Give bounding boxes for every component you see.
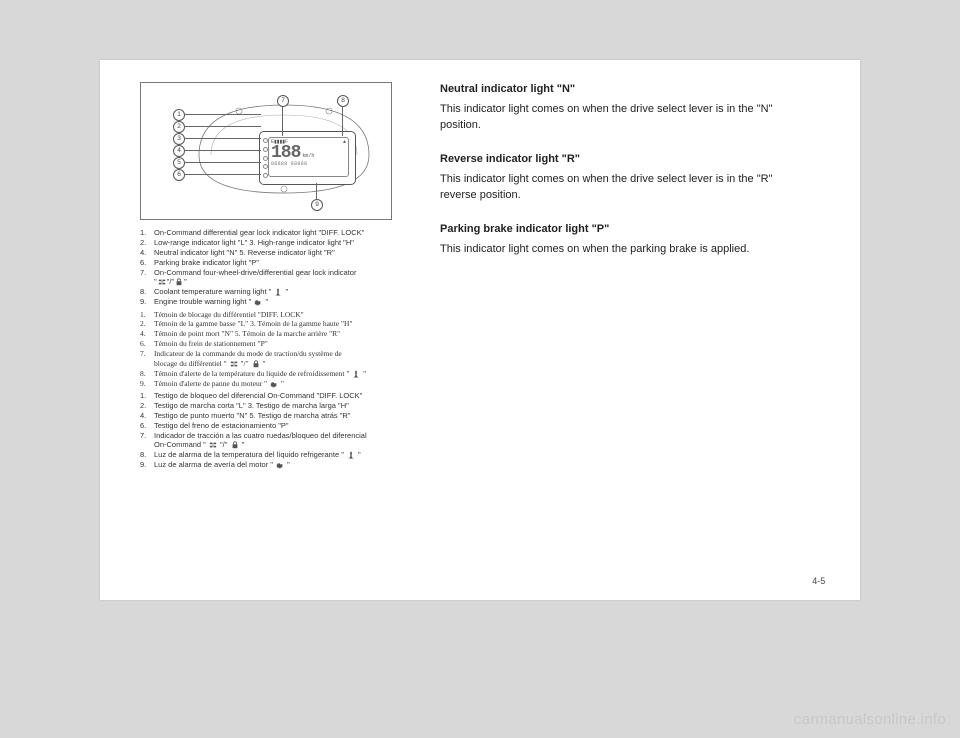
caption-row: 9.Témoin d'alerte de panne du moteur " " xyxy=(140,379,400,388)
callout-7: 7 xyxy=(277,95,289,107)
ico-4wd-icon xyxy=(158,278,166,286)
callout-9: 9 xyxy=(311,199,323,211)
caption-row: 4.Neutral indicator light "N" 5. Reverse… xyxy=(140,248,400,257)
caption-row: 9.Engine trouble warning light " " xyxy=(140,297,400,306)
caption-row: 4.Témoin de point mort "N" 5. Témoin de … xyxy=(140,329,400,338)
watermark: carmanualsonline.info xyxy=(794,711,946,728)
caption-row: 8.Témoin d'alerte de la température du l… xyxy=(140,369,400,378)
lcd-unit: km/h xyxy=(302,153,314,159)
section-title-reverse: Reverse indicator light "R" xyxy=(440,152,810,168)
ico-lock-icon xyxy=(231,441,239,449)
callout-5: 5 xyxy=(173,157,185,169)
section-body-neutral: This indicator light comes on when the d… xyxy=(440,102,810,134)
caption-row: 6.Parking brake indicator light "P" xyxy=(140,258,400,267)
caption-row: 8.Luz de alarma de la temperatura del lí… xyxy=(140,450,400,459)
section-body-reverse: This indicator light comes on when the d… xyxy=(440,172,810,204)
ico-4wd-icon xyxy=(209,441,217,449)
callout-6: 6 xyxy=(173,169,185,181)
caption-row: 8.Coolant temperature warning light " " xyxy=(140,287,400,296)
left-column: E▮▮▮▮F ▲ 188 km/h 88888 88888 1 2 3 4 5 … xyxy=(100,60,420,600)
caption-row: On-Command " "/" " xyxy=(140,440,400,449)
ico-temp-icon xyxy=(274,288,282,296)
indicator-diagram: E▮▮▮▮F ▲ 188 km/h 88888 88888 1 2 3 4 5 … xyxy=(140,82,392,220)
lcd-speed: 188 xyxy=(271,145,300,161)
caption-row: 7.Indicador de tracción a las cuatro rue… xyxy=(140,431,400,440)
caption-row: 1.On-Command differential gear lock indi… xyxy=(140,228,400,237)
captions-english: 1.On-Command differential gear lock indi… xyxy=(140,228,400,307)
lcd-odometer: 88888 88888 xyxy=(271,161,346,167)
caption-row: 4.Testigo de punto muerto "N" 5. Testigo… xyxy=(140,411,400,420)
caption-row: 6.Testigo del freno de estacionamiento "… xyxy=(140,421,400,430)
caption-row: 9.Luz de alarma de avería del motor " " xyxy=(140,460,400,469)
page-number: 4-5 xyxy=(812,576,825,586)
section-body-parking: This indicator light comes on when the p… xyxy=(440,242,810,258)
caption-row: blocage du différentiel " "/" " xyxy=(140,359,400,368)
ico-engine-icon xyxy=(276,461,284,469)
right-column: Neutral indicator light "N" This indicat… xyxy=(420,60,860,600)
ico-lock-icon xyxy=(252,360,260,368)
captions-french: 1.Témoin de blocage du différentiel "DIF… xyxy=(140,310,400,389)
ico-lock-icon xyxy=(175,278,183,286)
captions-spanish: 1.Testigo de bloqueo del diferencial On-… xyxy=(140,391,400,470)
caption-row: 2.Testigo de marcha corta "L" 3. Testigo… xyxy=(140,401,400,410)
caption-row: 7.Indicateur de la commande du mode de t… xyxy=(140,349,400,358)
ico-engine-icon xyxy=(254,298,262,306)
callout-3: 3 xyxy=(173,133,185,145)
caption-row: 1.Témoin de blocage du différentiel "DIF… xyxy=(140,310,400,319)
section-title-parking: Parking brake indicator light "P" xyxy=(440,222,810,238)
ico-4wd-icon xyxy=(230,360,238,368)
callout-8: 8 xyxy=(337,95,349,107)
caption-row: 7.On-Command four-wheel-drive/differenti… xyxy=(140,268,400,277)
caption-row: 6.Témoin du frein de stationnement "P" xyxy=(140,339,400,348)
callout-4: 4 xyxy=(173,145,185,157)
callout-2: 2 xyxy=(173,121,185,133)
caption-row: 2.Low-range indicator light "L" 3. High-… xyxy=(140,238,400,247)
ico-engine-icon xyxy=(270,380,278,388)
caption-row: 1.Testigo de bloqueo del diferencial On-… xyxy=(140,391,400,400)
callout-1: 1 xyxy=(173,109,185,121)
manual-page: E▮▮▮▮F ▲ 188 km/h 88888 88888 1 2 3 4 5 … xyxy=(100,60,860,600)
caption-row: ""/"" xyxy=(140,277,400,286)
ico-temp-icon xyxy=(352,370,360,378)
ico-temp-icon xyxy=(347,451,355,459)
caption-row: 2.Témoin de la gamme basse "L" 3. Témoin… xyxy=(140,319,400,328)
section-title-neutral: Neutral indicator light "N" xyxy=(440,82,810,98)
